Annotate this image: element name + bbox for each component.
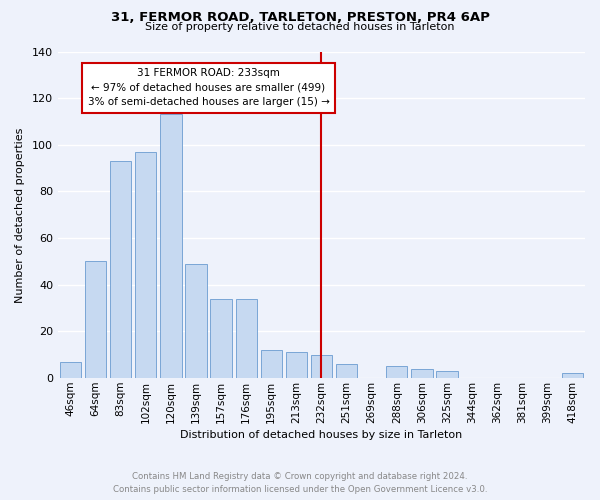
Bar [185, 264, 206, 378]
Bar [236, 299, 257, 378]
Bar [211, 299, 232, 378]
Bar [85, 262, 106, 378]
Bar [135, 152, 157, 378]
Bar [562, 374, 583, 378]
X-axis label: Distribution of detached houses by size in Tarleton: Distribution of detached houses by size … [181, 430, 463, 440]
Bar [260, 350, 282, 378]
Bar [286, 352, 307, 378]
Bar [336, 364, 357, 378]
Text: Size of property relative to detached houses in Tarleton: Size of property relative to detached ho… [145, 22, 455, 32]
Text: Contains HM Land Registry data © Crown copyright and database right 2024.
Contai: Contains HM Land Registry data © Crown c… [113, 472, 487, 494]
Bar [60, 362, 81, 378]
Bar [160, 114, 182, 378]
Bar [311, 355, 332, 378]
Text: 31, FERMOR ROAD, TARLETON, PRESTON, PR4 6AP: 31, FERMOR ROAD, TARLETON, PRESTON, PR4 … [110, 11, 490, 24]
Y-axis label: Number of detached properties: Number of detached properties [15, 127, 25, 302]
Bar [411, 369, 433, 378]
Bar [436, 371, 458, 378]
Bar [110, 161, 131, 378]
Text: 31 FERMOR ROAD: 233sqm
← 97% of detached houses are smaller (499)
3% of semi-det: 31 FERMOR ROAD: 233sqm ← 97% of detached… [88, 68, 329, 108]
Bar [386, 366, 407, 378]
